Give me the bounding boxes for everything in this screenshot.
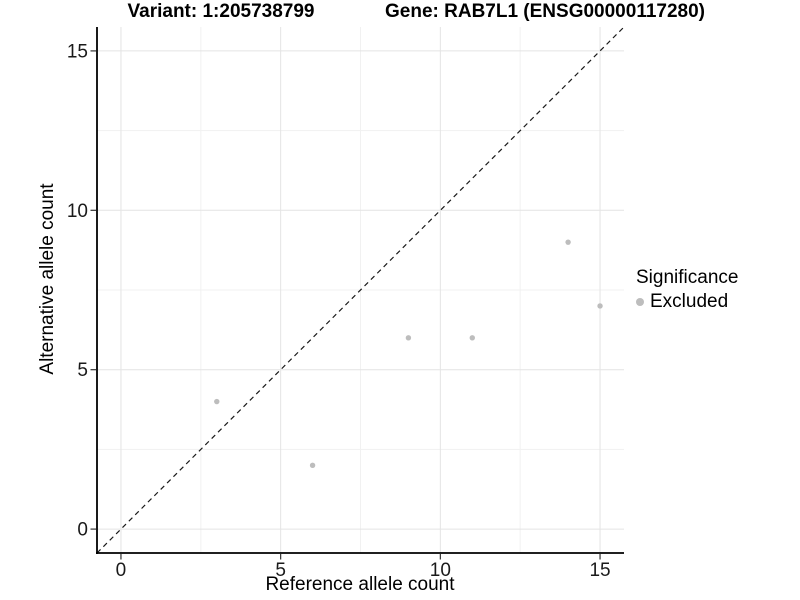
legend-item-label: Excluded [650, 291, 729, 312]
x-axis-title: Reference allele count [265, 574, 455, 595]
data-point [309, 462, 316, 469]
x-tick-label: 10 [430, 560, 451, 581]
y-tick-label: 10 [67, 201, 88, 222]
x-tick-label: 15 [589, 560, 610, 581]
legend-item: Excluded [636, 291, 738, 313]
plot-title-gene: Gene: RAB7L1 (ENSG00000117280) [385, 1, 705, 22]
identity-dashed-line [96, 26, 625, 554]
legend-point-icon [636, 298, 644, 306]
x-tick-label: 5 [275, 560, 286, 581]
data-point [469, 335, 475, 341]
plot-title-variant: Variant: 1:205738799 [127, 1, 315, 22]
y-tick-label: 15 [67, 41, 88, 62]
data-point [405, 335, 412, 341]
y-tick-label: 5 [77, 360, 88, 381]
legend-items: Excluded [636, 291, 738, 313]
legend-title: Significance [636, 267, 739, 288]
y-tick-label: 0 [77, 520, 88, 541]
data-point [565, 239, 571, 245]
y-axis-title: Alternative allele count [37, 183, 58, 375]
data-point [597, 303, 603, 309]
legend: Significance Excluded [636, 267, 738, 313]
x-tick-label: 0 [116, 560, 127, 581]
data-point [214, 398, 220, 405]
